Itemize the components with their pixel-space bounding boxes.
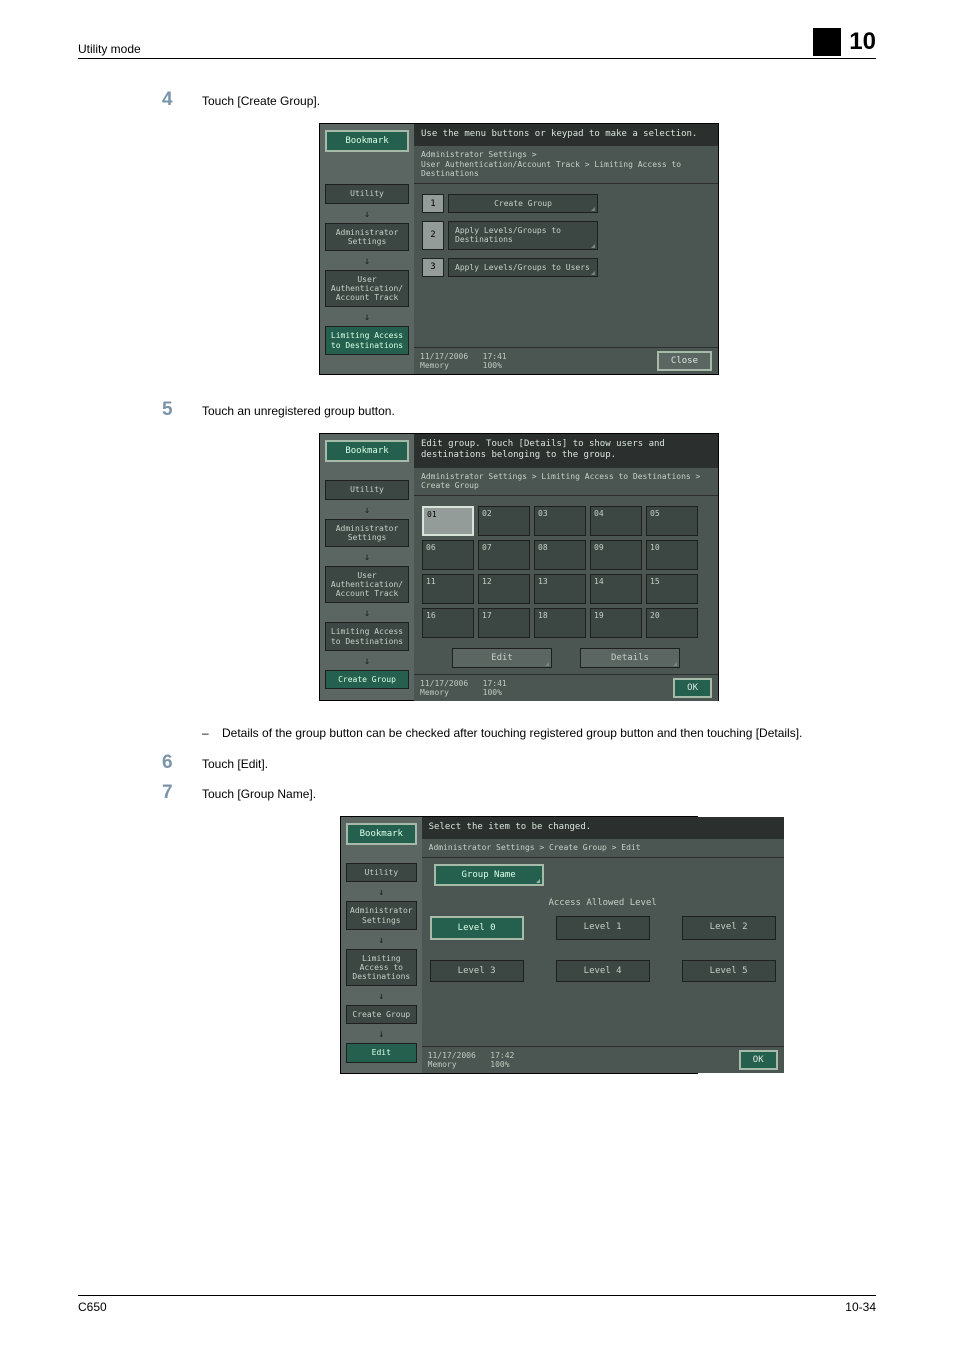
group-cell[interactable]: 06 [422, 540, 474, 570]
edit-button[interactable]: Edit [452, 648, 552, 668]
arrow-down-icon: ↓ [325, 655, 409, 668]
details-button[interactable]: Details [580, 648, 680, 668]
step-text: Touch [Group Name]. [202, 782, 876, 804]
status-info: 11/17/2006 17:42 Memory 100% [428, 1051, 739, 1069]
level-button[interactable]: Level 2 [682, 916, 776, 940]
sidebar-admin-settings[interactable]: Administrator Settings [346, 901, 417, 929]
menu-apply-users[interactable]: Apply Levels/Groups to Users [448, 258, 598, 277]
status-info: 11/17/2006 17:41 Memory 100% [420, 679, 673, 697]
arrow-down-icon: ↓ [325, 504, 409, 517]
footer-right: 10-34 [845, 1300, 876, 1314]
level-button[interactable]: Level 1 [556, 916, 650, 940]
bookmark-button[interactable]: Bookmark [325, 130, 409, 152]
step-number: 6 [162, 752, 202, 774]
group-cell[interactable]: 04 [590, 506, 642, 536]
group-cell[interactable]: 12 [478, 574, 530, 604]
access-level-label: Access Allowed Level [430, 898, 776, 908]
sidebar-utility[interactable]: Utility [325, 184, 409, 203]
breadcrumb: Administrator Settings > Create Group > … [422, 838, 784, 858]
page-title: Utility mode [78, 42, 141, 56]
group-cell[interactable]: 05 [646, 506, 698, 536]
group-cell[interactable]: 19 [590, 608, 642, 638]
ok-button[interactable]: OK [673, 678, 712, 698]
close-button[interactable]: Close [657, 351, 712, 371]
status-info: 11/17/2006 17:41 Memory 100% [420, 352, 657, 370]
group-cell[interactable]: 02 [478, 506, 530, 536]
group-cell[interactable]: 18 [534, 608, 586, 638]
panel-instruction: Use the menu buttons or keypad to make a… [414, 124, 718, 145]
level-button[interactable]: Level 4 [556, 960, 650, 982]
sidebar-limiting-access[interactable]: Limiting Access to Destinations [346, 949, 417, 987]
group-cell[interactable]: 16 [422, 608, 474, 638]
arrow-down-icon: ↓ [325, 607, 409, 620]
chapter-number: 10 [813, 28, 876, 56]
menu-index: 1 [422, 194, 444, 213]
bookmark-button[interactable]: Bookmark [346, 823, 417, 845]
bullet-dash: – [202, 725, 222, 742]
arrow-down-icon: ↓ [325, 311, 409, 324]
arrow-down-icon: ↓ [325, 255, 409, 268]
screenshot-2: Bookmark Utility ↓ Administrator Setting… [319, 433, 719, 701]
menu-index: 3 [422, 258, 444, 277]
step-text: Touch an unregistered group button. [202, 399, 876, 421]
group-cell[interactable]: 13 [534, 574, 586, 604]
arrow-down-icon: ↓ [346, 934, 417, 947]
group-cell[interactable]: 07 [478, 540, 530, 570]
level-button[interactable]: Level 5 [682, 960, 776, 982]
menu-index: 2 [422, 221, 444, 249]
sidebar-create-group[interactable]: Create Group [346, 1005, 417, 1024]
level-button[interactable]: Level 0 [430, 916, 524, 940]
group-name-button[interactable]: Group Name [434, 864, 544, 886]
group-cell[interactable]: 14 [590, 574, 642, 604]
screenshot-1: Bookmark Utility ↓ Administrator Setting… [319, 123, 719, 375]
sidebar-user-auth[interactable]: User Authentication/ Account Track [325, 270, 409, 308]
sidebar-admin-settings[interactable]: Administrator Settings [325, 223, 409, 251]
group-cell[interactable]: 11 [422, 574, 474, 604]
group-cell[interactable]: 17 [478, 608, 530, 638]
sub-note: Details of the group button can be check… [222, 725, 802, 742]
step-text: Touch [Edit]. [202, 752, 876, 774]
breadcrumb: Administrator Settings > User Authentica… [414, 145, 718, 184]
panel-instruction: Select the item to be changed. [422, 817, 784, 838]
sidebar-utility[interactable]: Utility [325, 480, 409, 499]
sidebar-user-auth[interactable]: User Authentication/ Account Track [325, 566, 409, 604]
step-number: 5 [162, 399, 202, 421]
arrow-down-icon: ↓ [346, 886, 417, 899]
arrow-down-icon: ↓ [325, 208, 409, 221]
screenshot-3: Bookmark Utility ↓ Administrator Setting… [340, 816, 698, 1074]
sidebar-edit[interactable]: Edit [346, 1043, 417, 1062]
group-cell[interactable]: 15 [646, 574, 698, 604]
arrow-down-icon: ↓ [346, 990, 417, 1003]
level-button[interactable]: Level 3 [430, 960, 524, 982]
group-cell[interactable]: 20 [646, 608, 698, 638]
group-cell[interactable]: 03 [534, 506, 586, 536]
sidebar-create-group[interactable]: Create Group [325, 670, 409, 689]
group-cell[interactable]: 10 [646, 540, 698, 570]
step-number: 4 [162, 89, 202, 111]
arrow-down-icon: ↓ [346, 1028, 417, 1041]
breadcrumb: Administrator Settings > Limiting Access… [414, 467, 718, 496]
menu-create-group[interactable]: Create Group [448, 194, 598, 213]
arrow-down-icon: ↓ [325, 551, 409, 564]
step-text: Touch [Create Group]. [202, 89, 876, 111]
sidebar-admin-settings[interactable]: Administrator Settings [325, 519, 409, 547]
group-cell[interactable]: 09 [590, 540, 642, 570]
ok-button[interactable]: OK [739, 1050, 778, 1070]
sidebar-limiting-access[interactable]: Limiting Access to Destinations [325, 326, 409, 354]
panel-instruction: Edit group. Touch [Details] to show user… [414, 434, 718, 467]
group-cell[interactable]: 08 [534, 540, 586, 570]
sidebar-utility[interactable]: Utility [346, 863, 417, 882]
group-cell[interactable]: 01 [422, 506, 474, 536]
sidebar-limiting-access[interactable]: Limiting Access to Destinations [325, 622, 409, 650]
footer-left: C650 [78, 1300, 107, 1314]
menu-apply-destinations[interactable]: Apply Levels/Groups to Destinations [448, 221, 598, 249]
step-number: 7 [162, 782, 202, 804]
bookmark-button[interactable]: Bookmark [325, 440, 409, 462]
